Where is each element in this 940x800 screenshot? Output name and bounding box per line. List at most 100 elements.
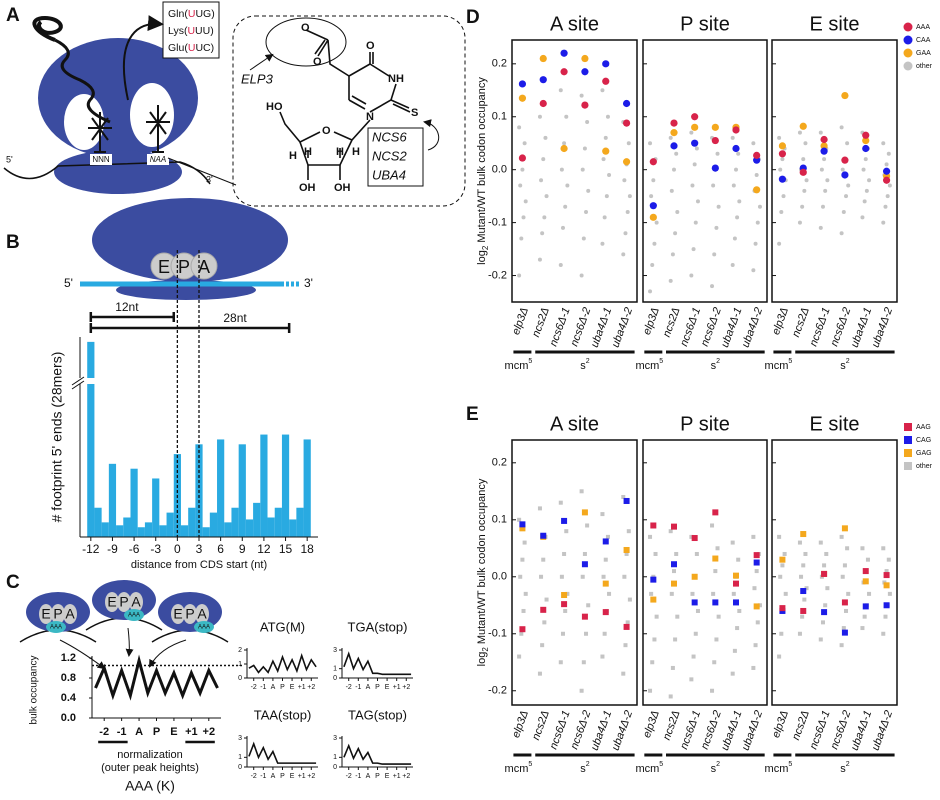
point [753,559,760,566]
point [650,596,657,603]
group-label-part: s [711,360,717,372]
x-tick-label: A [135,726,143,738]
bar [260,434,268,537]
point [777,654,782,659]
y-axis-label-part: 2 [481,245,490,250]
point [731,183,736,188]
point [711,591,716,596]
x-tick-label: A [366,773,371,780]
span-label: 12nt [115,300,139,314]
point [691,113,699,121]
point [625,210,630,215]
bar [296,507,304,537]
point [778,150,787,158]
point [797,631,802,636]
point [882,176,891,184]
point [712,599,719,606]
x-tick-label: +1 [393,773,401,780]
enzyme-label: ELP3 [241,71,274,86]
x-tick-label: 0 [174,542,181,556]
point [839,643,844,648]
codon-label: Glu(UUC) [168,42,214,54]
point [751,268,756,273]
point [561,601,568,608]
point [602,60,610,68]
trna-site [195,604,209,624]
point [604,194,609,199]
atom: NH [388,73,404,85]
facet-title: A site [550,413,599,435]
facet-title: P site [680,13,730,35]
point [621,671,626,676]
category-label: uba4Δ-2 [610,306,636,349]
point [839,231,844,236]
legend-label: GAG [916,450,932,457]
point [779,605,786,612]
x-tick-label: -12 [82,542,100,556]
axes-frame [642,39,768,303]
point [522,141,527,146]
point [799,574,804,579]
bar [202,527,210,537]
x-tick-label: P [153,726,160,738]
point [558,262,563,267]
point [581,68,589,76]
codon-label-part: U [187,25,195,37]
group-label-part: 5 [788,358,792,365]
anticodon: NAA [150,155,166,164]
point [539,99,547,108]
group-label: s2 [840,761,850,775]
point [621,252,626,257]
panel-label: A [6,5,20,26]
arrow [123,15,164,101]
bar [303,439,311,537]
point [803,141,808,146]
bar [289,519,297,537]
point [864,188,869,193]
panel-c-diagram [19,580,229,670]
point [560,144,568,153]
point [861,167,866,172]
x-tick-label: 18 [301,542,315,556]
point [522,540,527,545]
category-label: elp3Δ [510,306,531,337]
point [754,569,759,574]
point [822,157,827,162]
point [799,122,807,130]
atom: N [366,111,374,123]
legend-label: CAA [916,37,931,44]
point [783,591,788,596]
point [801,157,806,162]
point [564,114,569,119]
point [519,521,526,528]
point [543,135,548,140]
y-tick-label: 1 [238,754,242,761]
point [672,167,676,172]
y-tick-label: 0.1 [492,111,507,123]
group-label: mcm5 [635,358,663,372]
point [523,591,528,596]
y-tick-label: 0 [333,675,337,682]
point [653,551,658,556]
y-tick-label: 0 [238,764,242,771]
codon-box [147,154,169,165]
atom: OH [334,182,351,194]
point [648,534,653,539]
point [825,178,830,183]
point [753,241,758,246]
point [560,631,565,636]
point [673,637,678,642]
point [691,123,699,131]
y-tick-label: 1 [333,754,337,761]
y-tick-label: 1.2 [61,652,76,664]
point [862,603,869,610]
point [517,654,522,659]
anticodon: NNN [92,155,110,164]
atom: H [304,146,312,158]
point [586,188,591,193]
point [820,142,828,150]
bar [238,444,246,537]
point [881,546,886,551]
y-tick-label: 1 [333,666,337,673]
